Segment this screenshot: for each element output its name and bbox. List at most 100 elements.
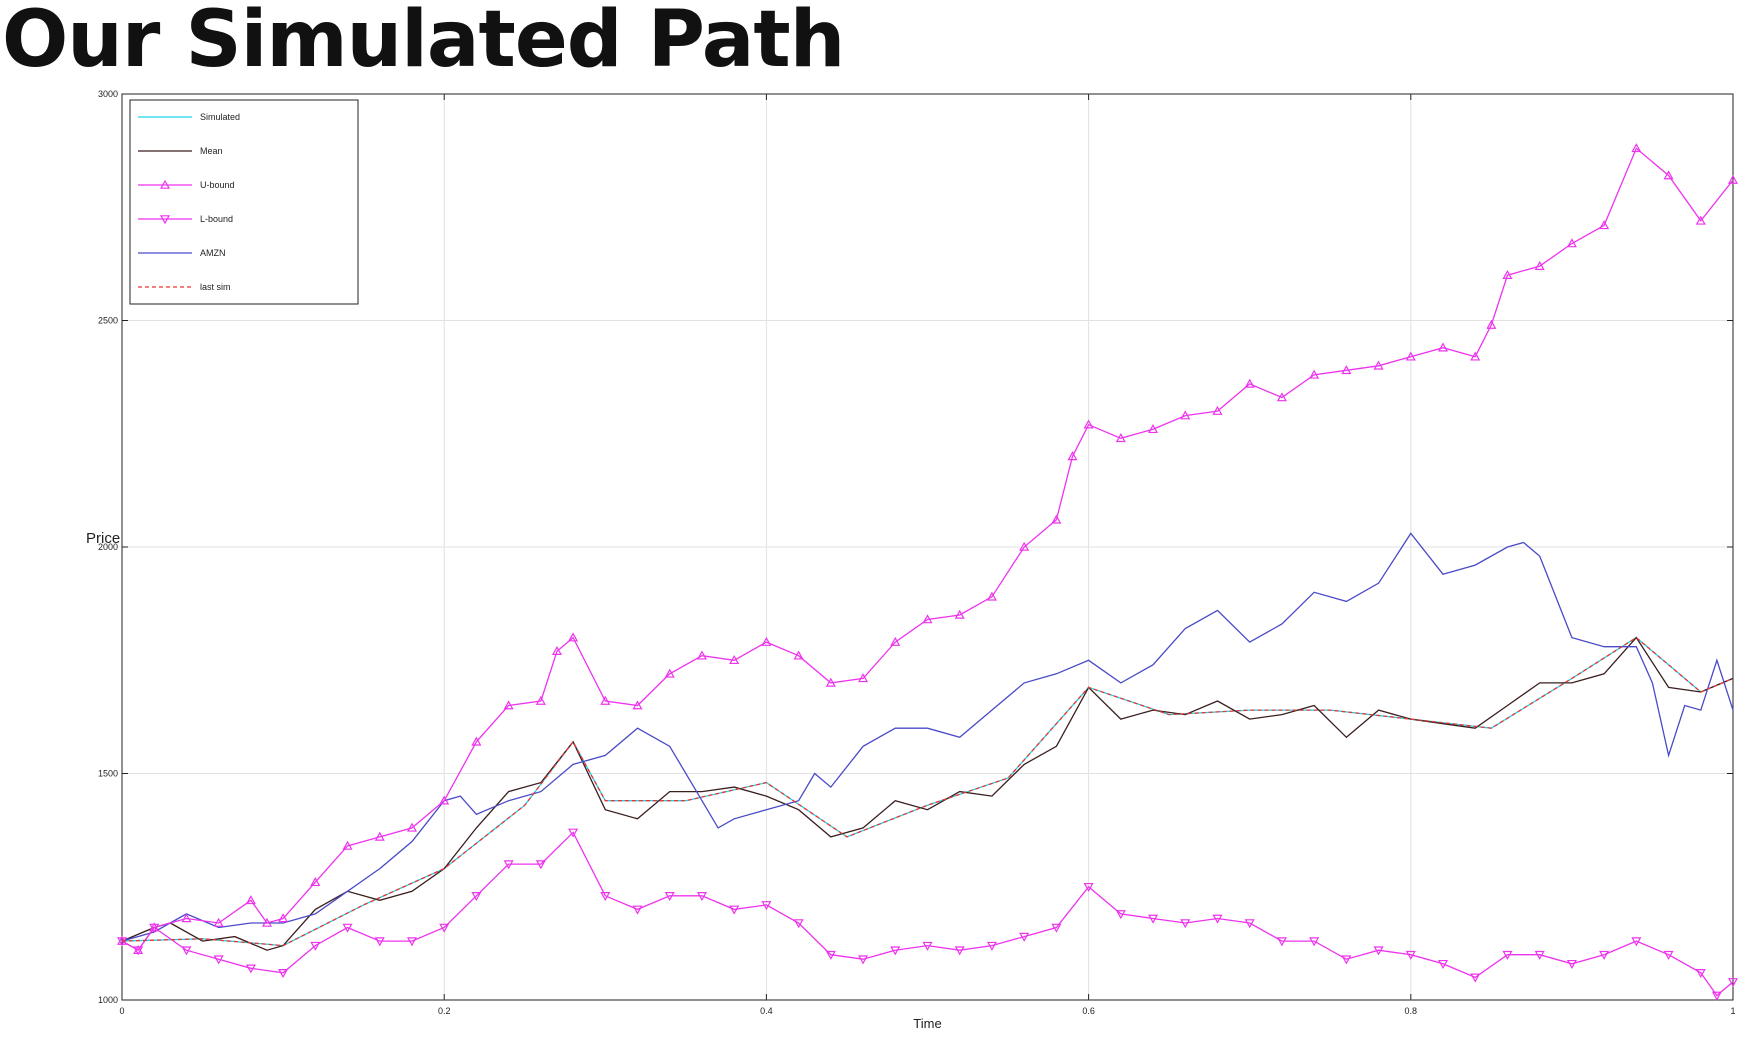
data-point-l-bound [406, 937, 417, 947]
data-point-u-bound [568, 632, 579, 642]
data-point-u-bound [551, 645, 562, 655]
data-point-u-bound [1373, 360, 1384, 370]
data-point-l-bound [213, 955, 224, 965]
legend-item-l-bound: L-bound [138, 214, 233, 225]
grid-lines [122, 94, 1733, 1000]
legend-label: Mean [200, 146, 223, 156]
data-point-u-bound [439, 795, 450, 805]
data-point-u-bound [1276, 392, 1287, 402]
data-point-l-bound [1438, 959, 1449, 969]
y-tick-label: 3000 [98, 89, 118, 99]
data-point-l-bound [761, 901, 772, 911]
data-point-u-bound [1244, 378, 1255, 388]
data-point-l-bound [664, 892, 675, 902]
data-point-u-bound [1212, 405, 1223, 415]
legend-marker [159, 215, 171, 225]
data-point-u-bound [1019, 541, 1030, 551]
data-point-l-bound [1309, 937, 1320, 947]
data-point-u-bound [213, 917, 224, 927]
legend-item-amzn: AMZN [138, 248, 226, 258]
data-point-u-bound [1148, 423, 1159, 434]
y-tick-label: 2500 [98, 316, 118, 326]
data-point-l-bound [1711, 991, 1722, 1001]
legend-label: last sim [200, 282, 231, 292]
legend-item-simulated: Simulated [138, 112, 240, 122]
data-point-l-bound [1566, 959, 1577, 969]
data-point-l-bound [922, 941, 933, 951]
data-point-u-bound [922, 614, 933, 624]
data-point-l-bound [535, 860, 546, 870]
data-point-u-bound [1631, 143, 1642, 153]
data-point-l-bound [1051, 923, 1062, 933]
y-tick-label: 2000 [98, 542, 118, 552]
data-point-l-bound [1180, 919, 1191, 929]
data-point-l-bound [600, 892, 611, 902]
data-point-l-bound [1695, 969, 1706, 979]
y-axis-label: Price [86, 530, 120, 547]
data-point-u-bound [696, 650, 707, 660]
data-point-l-bound [696, 892, 707, 902]
data-point-u-bound [1309, 369, 1320, 379]
data-point-l-bound [1405, 950, 1416, 960]
x-tick-label: 0.4 [760, 1006, 773, 1016]
data-point-l-bound [310, 941, 321, 951]
data-point-l-bound [858, 955, 869, 965]
data-point-u-bound [245, 895, 256, 905]
data-point-l-bound [149, 923, 160, 933]
data-point-u-bound [503, 700, 514, 710]
y-tick-label: 1000 [98, 995, 118, 1005]
data-point-l-bound [1341, 955, 1352, 965]
legend-label: Simulated [200, 112, 240, 122]
data-point-u-bound [261, 917, 273, 927]
data-point-l-bound [1502, 950, 1513, 960]
data-point-u-bound [729, 655, 740, 665]
legend-item-u-bound: U-bound [138, 179, 235, 190]
data-point-u-bound [1566, 238, 1577, 248]
data-point-l-bound [1244, 919, 1255, 929]
data-point-l-bound [342, 923, 353, 933]
legend-box [129, 99, 359, 305]
data-point-u-bound [1115, 433, 1126, 443]
data-point-l-bound [1470, 973, 1481, 983]
data-point-l-bound [133, 946, 144, 956]
series-line-amzn [121, 532, 1734, 942]
data-point-u-bound [954, 609, 965, 619]
slide-title: Our Simulated Path [2, 0, 845, 85]
data-point-l-bound [1148, 914, 1159, 924]
series-amzn [121, 532, 1734, 942]
data-point-u-bound [1051, 514, 1062, 524]
data-point-l-bound [1276, 937, 1287, 947]
data-point-u-bound [664, 668, 675, 678]
data-point-u-bound [471, 736, 482, 746]
data-point-l-bound [1115, 910, 1126, 920]
legend-label: U-bound [200, 180, 235, 190]
data-point-u-bound [1438, 342, 1449, 352]
x-tick-label: 0.2 [438, 1006, 451, 1016]
x-tick-label: 0.6 [1082, 1006, 1095, 1016]
series-line-u-bound [121, 147, 1734, 952]
data-point-l-bound [632, 905, 643, 915]
y-tick-label: 1500 [98, 769, 118, 779]
data-point-l-bound [729, 905, 740, 915]
data-point-u-bound [1180, 410, 1191, 420]
series-l-bound [116, 828, 1739, 1001]
legend-label: L-bound [200, 214, 233, 224]
data-point-u-bound [1405, 351, 1416, 361]
x-tick-label: 0 [119, 1006, 124, 1016]
data-point-u-bound [1663, 170, 1674, 180]
data-point-u-bound [406, 822, 417, 832]
data-point-l-bound [890, 946, 901, 956]
data-point-l-bound [1083, 882, 1094, 892]
data-point-u-bound [1067, 451, 1078, 461]
data-point-u-bound [1727, 174, 1739, 184]
data-point-l-bound [503, 860, 514, 870]
data-point-l-bound [439, 923, 450, 933]
data-point-u-bound [535, 695, 546, 705]
data-point-u-bound [1599, 220, 1610, 230]
data-point-u-bound [1534, 260, 1545, 270]
data-point-l-bound [1212, 914, 1223, 924]
data-point-u-bound [1502, 269, 1513, 279]
data-point-u-bound [632, 700, 643, 710]
data-point-l-bound [1727, 978, 1739, 988]
data-point-l-bound [181, 946, 192, 956]
